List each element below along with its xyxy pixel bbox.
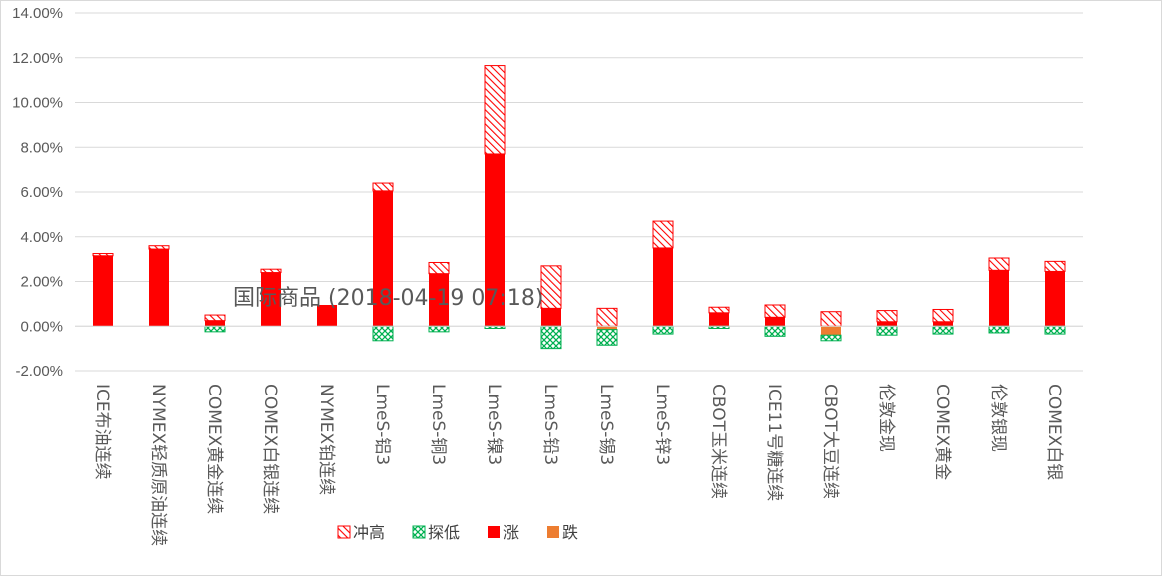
bar-high bbox=[820, 311, 842, 327]
legend-swatch-rise bbox=[488, 526, 500, 538]
bars bbox=[92, 65, 1066, 350]
bar-low bbox=[204, 325, 226, 333]
bar-low bbox=[652, 325, 674, 335]
bar-high bbox=[372, 182, 394, 192]
y-tick-label: 2.00% bbox=[20, 274, 63, 291]
bar-low bbox=[876, 325, 898, 336]
legend: 冲高 探低 涨 跌 bbox=[337, 523, 578, 542]
bar-high bbox=[988, 257, 1010, 271]
bar-low bbox=[932, 325, 954, 335]
x-tick-label: CBOT玉米连续 bbox=[708, 384, 728, 499]
bar-high bbox=[540, 265, 562, 309]
y-tick-label: 0.00% bbox=[20, 318, 63, 335]
x-tick-label: COMEX黄金 bbox=[932, 384, 952, 480]
bar-high bbox=[932, 308, 954, 323]
x-tick-label: NYMEX铂连续 bbox=[316, 384, 336, 495]
x-tick-label: LmeS-镍3 bbox=[484, 384, 504, 465]
y-axis: -2.00% 0.00% 2.00% 4.00% 6.00% 8.00% 10.00% 12.… bbox=[12, 5, 63, 380]
bar-high bbox=[92, 253, 114, 257]
bar-fall bbox=[597, 326, 617, 330]
bar-fall bbox=[821, 326, 841, 336]
bar-high bbox=[484, 65, 506, 155]
bar-high bbox=[204, 314, 226, 322]
bar-rise bbox=[485, 153, 505, 327]
x-tick-label: 伦敦金现 bbox=[876, 384, 896, 452]
gridlines bbox=[75, 12, 1083, 372]
bar-low bbox=[1044, 325, 1066, 335]
x-tick-label: CBOT大豆连续 bbox=[820, 384, 840, 499]
legend-label-low: 探低 bbox=[428, 523, 460, 542]
bar-rise bbox=[933, 321, 953, 327]
bar-rise bbox=[93, 255, 113, 327]
bar-rise bbox=[653, 247, 673, 327]
bar-rise bbox=[1045, 271, 1065, 327]
legend-swatch-fall bbox=[547, 526, 559, 538]
x-axis: ICE布油连续 NYMEX轻质原油连续 COMEX黄金连续 COMEX白银连续 NYME… bbox=[75, 325, 1083, 546]
bar-high bbox=[764, 304, 786, 318]
x-tick-label: 伦敦银现 bbox=[988, 384, 1008, 452]
bar-high bbox=[876, 310, 898, 323]
bar-rise bbox=[989, 270, 1009, 327]
bar-low bbox=[540, 325, 562, 350]
legend-label-fall: 跌 bbox=[562, 523, 578, 542]
y-tick-label: 8.00% bbox=[20, 139, 63, 156]
x-tick-label: LmeS-铅3 bbox=[540, 384, 560, 465]
bar-high bbox=[652, 220, 674, 249]
x-tick-label: LmeS-铝3 bbox=[372, 384, 392, 465]
bar-rise bbox=[429, 273, 449, 327]
chart-title: 国际商品 (2018-04-19 07:18) bbox=[233, 286, 543, 311]
bar-rise bbox=[373, 190, 393, 327]
bar-low bbox=[764, 325, 786, 337]
x-tick-label: ICE11号糖连续 bbox=[764, 384, 784, 501]
y-tick-label: 12.00% bbox=[12, 50, 63, 67]
bar-rise bbox=[709, 312, 729, 327]
y-tick-label: 6.00% bbox=[20, 184, 63, 201]
x-tick-label: ICE布油连续 bbox=[92, 384, 112, 480]
bar-low bbox=[428, 325, 450, 333]
legend-swatch-high bbox=[337, 525, 351, 539]
x-tick-label: LmeS-锡3 bbox=[596, 384, 616, 465]
bar-high bbox=[148, 245, 170, 250]
bar-low bbox=[372, 325, 394, 342]
bar-low bbox=[596, 329, 618, 346]
legend-label-rise: 涨 bbox=[503, 523, 519, 542]
y-tick-label: 4.00% bbox=[20, 229, 63, 246]
x-tick-label: COMEX白银 bbox=[1044, 384, 1064, 480]
bar-high bbox=[1044, 260, 1066, 272]
x-tick-label: COMEX白银连续 bbox=[260, 384, 280, 514]
x-tick-label: LmeS-铜3 bbox=[428, 384, 448, 465]
x-tick-label: LmeS-锌3 bbox=[652, 384, 672, 465]
y-tick-label: 14.00% bbox=[12, 5, 63, 22]
bar-rise bbox=[261, 272, 281, 327]
x-tick-label: NYMEX轻质原油连续 bbox=[148, 384, 168, 546]
bar-rise bbox=[765, 317, 785, 327]
bar-high bbox=[428, 261, 450, 275]
bar-rise bbox=[317, 304, 337, 327]
bar-high bbox=[596, 307, 618, 327]
y-tick-label: 10.00% bbox=[12, 95, 63, 112]
x-tick-label: COMEX黄金连续 bbox=[204, 384, 224, 514]
bar-high bbox=[708, 306, 730, 314]
legend-label-high: 冲高 bbox=[353, 523, 385, 542]
bar-high bbox=[260, 268, 282, 274]
bar-rise bbox=[877, 321, 897, 327]
bar-low bbox=[988, 325, 1010, 334]
y-tick-label: -2.00% bbox=[15, 363, 63, 380]
bar-rise bbox=[149, 249, 169, 327]
bar-low bbox=[820, 334, 842, 342]
bar-rise bbox=[205, 320, 225, 327]
bar-rise bbox=[541, 308, 561, 327]
legend-swatch-low bbox=[412, 525, 426, 539]
